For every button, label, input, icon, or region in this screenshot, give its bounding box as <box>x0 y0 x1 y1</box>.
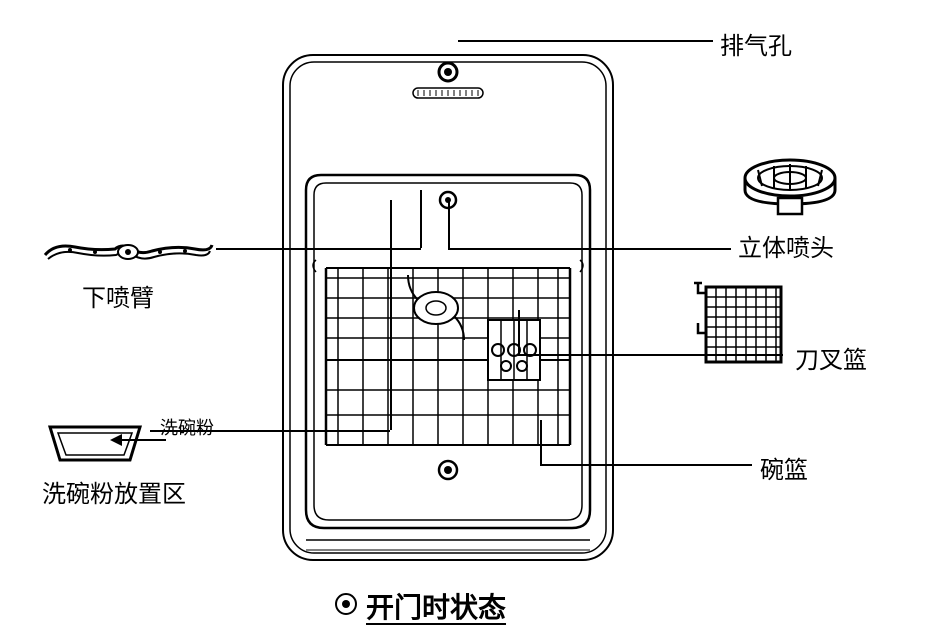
label-spray-head: 立体喷头 <box>738 228 834 263</box>
leader-lower-arm-2 <box>420 190 422 248</box>
leader-vent <box>458 40 713 42</box>
leader-spray-head <box>448 200 450 248</box>
leader-detergent-v <box>390 200 392 430</box>
label-lower-spray-arm: 下喷臂 <box>82 278 154 313</box>
label-vent-hole: 排气孔 <box>720 26 792 61</box>
label-detergent-powder: 洗碗粉 <box>160 414 214 440</box>
leader-cutlery <box>518 310 520 354</box>
leader-spray-head-2 <box>448 248 731 250</box>
label-bowl-basket: 碗篮 <box>760 450 808 485</box>
caption-bullet-icon <box>334 592 358 616</box>
leader-bowl <box>540 420 542 464</box>
leader-bowl-2 <box>540 464 752 466</box>
dishwasher-body <box>278 50 618 570</box>
lower-spray-arm-icon <box>40 225 215 275</box>
caption-text: 开门时状态 <box>366 586 506 626</box>
label-cutlery-basket: 刀叉篮 <box>795 340 867 375</box>
spray-head-icon <box>738 148 843 223</box>
cutlery-basket-icon <box>688 275 788 370</box>
detergent-arrow-icon <box>108 432 168 448</box>
label-detergent-area: 洗碗粉放置区 <box>42 474 186 509</box>
leader-cutlery-2 <box>518 354 783 356</box>
